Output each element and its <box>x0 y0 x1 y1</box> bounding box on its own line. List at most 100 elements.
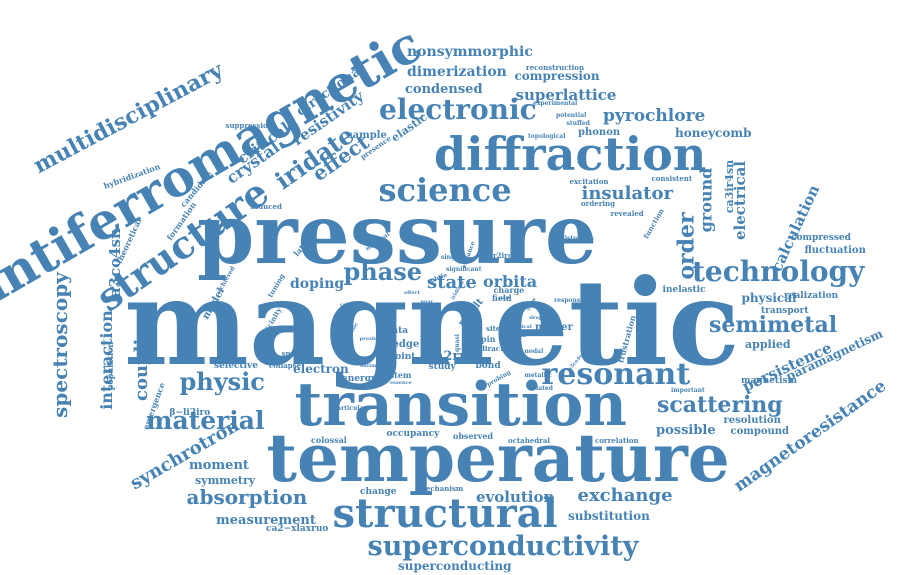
word-ca3ir4sn: ca3ir4sn <box>722 159 736 213</box>
word-sample: sample <box>347 130 387 141</box>
word-colossal: colossal <box>311 435 347 445</box>
word-significant: significant <box>446 266 482 273</box>
word-moment: moment <box>189 457 249 473</box>
word-edge: edge <box>392 339 420 350</box>
word-compound: compound <box>730 426 790 437</box>
word-site: site <box>486 323 501 333</box>
word-ca2ruo: ca2ruo <box>427 348 478 364</box>
word-inelastic: inelastic <box>662 284 706 295</box>
word-pressure: pressure <box>197 187 598 283</box>
word-ground: ground <box>695 167 715 233</box>
word-dimerization: dimerization <box>407 64 507 80</box>
word-coupling: coupling <box>131 313 152 401</box>
word-distortion: distortion <box>560 235 594 242</box>
word-phonon: phonon <box>578 127 621 138</box>
word-physical: physical <box>741 291 797 305</box>
word-nodal: nodal <box>524 348 544 355</box>
word-octahedral: octahedral <box>508 435 551 445</box>
word-order: order <box>673 212 700 280</box>
word-data: data <box>386 325 409 336</box>
word-important: important <box>671 387 705 394</box>
word-proximity: proximity <box>359 335 387 342</box>
word-mechanism: mechanism <box>418 483 464 493</box>
word-compression: compression <box>514 69 600 83</box>
word-experimental: experimental <box>533 100 578 107</box>
word-weak: weak <box>512 332 527 339</box>
word-spectra: spectra <box>281 348 311 358</box>
word-system: system <box>380 370 412 380</box>
word-ordering: ordering <box>581 198 616 208</box>
word-correlation: correlation <box>595 435 639 445</box>
word-sr2iro: sr2iro <box>489 250 513 260</box>
word-absorption: absorption <box>186 485 308 509</box>
word-single: single <box>441 254 462 261</box>
word-doping: doping <box>290 276 345 292</box>
word-superconducting: superconducting <box>398 559 512 573</box>
word-suppression: suppression <box>225 120 273 130</box>
word-phase: phase <box>343 257 423 286</box>
word-population: population <box>105 341 116 391</box>
word-matter: matter <box>535 322 573 333</box>
word-induced: induced <box>250 201 282 211</box>
word-orbita: orbita <box>483 272 538 291</box>
word-effect: effect <box>404 289 420 296</box>
word-consistent: consistent <box>651 173 693 183</box>
word-occupancy: occupancy <box>386 428 440 439</box>
word-compressed: compressed <box>791 232 851 243</box>
word-state: state <box>427 272 477 293</box>
word-electron: electron <box>293 362 349 376</box>
word-spin: spin <box>476 334 496 344</box>
word-ca2-xlaxruo: ca2−xlaxruo <box>266 523 329 534</box>
word-related: related <box>529 385 553 392</box>
word-essence: essence <box>390 379 412 386</box>
word-structural: structural <box>332 490 558 537</box>
word-selective: selective <box>214 360 258 371</box>
word-substitution: substitution <box>568 509 650 523</box>
word-response: response <box>554 297 585 304</box>
word-quasi: quasi <box>454 333 462 353</box>
word-spectroscopy: spectroscopy <box>47 272 72 418</box>
word-evolution: evolution <box>476 487 555 506</box>
word-point: point <box>389 351 416 362</box>
word-drop: drop <box>529 314 543 321</box>
word-science: science <box>378 171 512 209</box>
word-magnetic: magnetic <box>124 253 740 392</box>
word-chemical: chemical <box>506 323 532 330</box>
word-superconductivity: superconductivity <box>367 530 639 562</box>
word-measurement: measurement <box>216 512 316 528</box>
word-possible: possible <box>656 422 716 438</box>
word-observed: observed <box>453 431 494 441</box>
word-function: function <box>640 206 666 240</box>
word-realization: realization <box>784 290 839 301</box>
word-dirac: dirac <box>480 343 501 353</box>
word-range: range <box>381 307 392 333</box>
word-scattering: scattering <box>657 392 783 418</box>
word-room: room <box>500 346 516 353</box>
word-study: study <box>428 361 456 372</box>
word-local: local <box>521 300 535 307</box>
word-energy: energy <box>342 373 377 384</box>
word-diffraction: diffraction <box>434 127 707 181</box>
word-superlattice: superlattice <box>515 85 617 104</box>
word-potential: potential <box>556 112 587 119</box>
word-change: change <box>360 486 397 497</box>
word-technology: technology <box>692 255 865 288</box>
word-topological: topological <box>528 133 566 140</box>
word-resonant: resonant <box>541 357 691 392</box>
word-nonsymmorphic: nonsymmorphic <box>407 44 533 60</box>
word-la3co4sn: la3co4sn <box>105 227 124 303</box>
word-near: near <box>420 298 434 305</box>
word-electronic: electronic <box>379 93 537 126</box>
word-hole: hole <box>508 351 523 358</box>
word-magnetism: magnetism <box>741 375 798 386</box>
word-semimetal: semimetal <box>709 312 838 338</box>
word-transition: transition <box>294 370 628 440</box>
word-collapse: collapse <box>269 360 302 370</box>
word-temperature: temperature <box>266 419 730 497</box>
word-excitation: excitation <box>569 176 609 186</box>
word-transport: transport <box>761 305 809 316</box>
word-material: material <box>146 405 265 435</box>
word-charge: charge <box>493 285 525 295</box>
word-insulator: insulator <box>581 183 673 204</box>
